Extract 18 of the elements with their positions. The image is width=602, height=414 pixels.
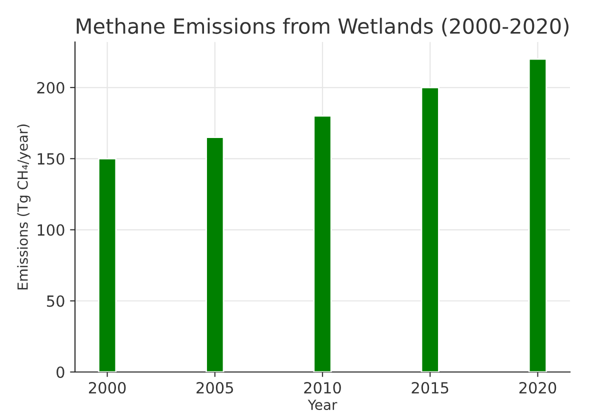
y-tick-label: 50 [47,295,64,307]
x-tick-label: 2020 [519,382,556,394]
y-axis-title: Emissions (Tg CH₄/year) [17,124,31,290]
bar [313,115,332,372]
bar [528,58,548,372]
bar [98,158,117,372]
x-tick-label: 2005 [196,382,233,394]
chart-title: Methane Emissions from Wetlands (2000-2020) [76,18,568,36]
bar [206,136,224,372]
x-tick-label: 2010 [304,382,341,394]
x-axis-title: Year [308,400,338,410]
y-tick-label: 200 [37,82,64,94]
y-tick-label: 150 [38,153,64,165]
x-tick-label: 2015 [412,382,448,394]
bar [420,86,440,372]
y-tick-label: 100 [38,224,64,236]
x-tick-label: 2000 [88,382,126,394]
y-tick-label: 0 [56,366,64,378]
